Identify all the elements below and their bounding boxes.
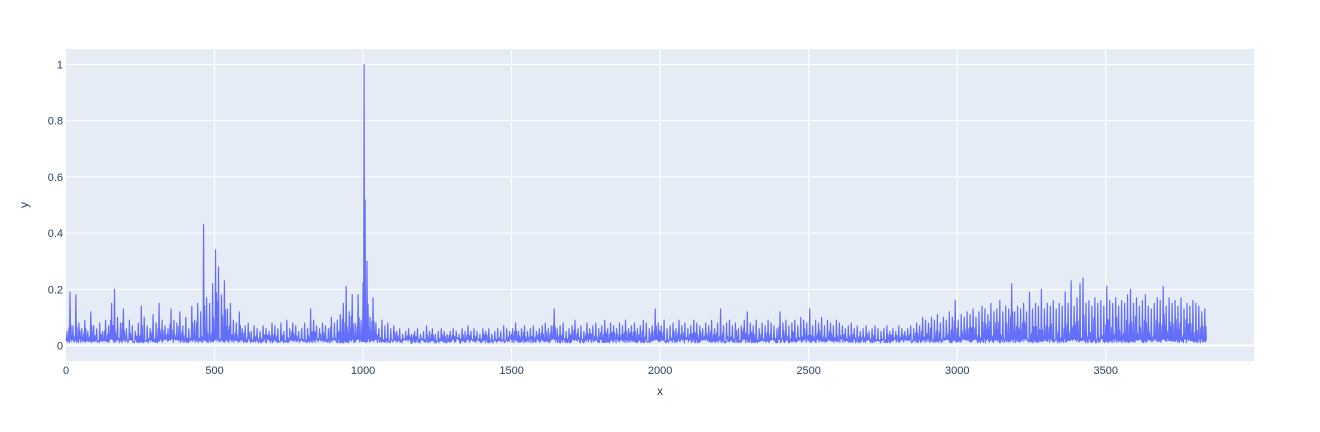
series-line [65,63,1207,344]
x-tick-label: 3500 [1094,365,1118,377]
x-axis-label: x [657,384,663,398]
x-tick-label: 3000 [945,365,969,377]
x-tick-labels: 0 500 1000 1500 2000 2500 3000 3500 [63,365,1118,377]
series-layer [65,63,1207,344]
x-tick-label: 2500 [796,365,820,377]
y-tick-label: 0.2 [48,284,63,296]
y-tick-labels: 0 0.2 0.4 0.6 0.8 1 [48,59,63,352]
y-axis-label: y [17,202,31,208]
x-tick-label: 2000 [648,365,672,377]
y-tick-label: 0.6 [48,172,63,184]
x-tick-label: 500 [205,365,223,377]
x-tick-label: 1500 [499,365,523,377]
y-tick-label: 0 [57,341,63,353]
y-tick-label: 0.8 [48,116,63,128]
y-tick-label: 0.4 [48,228,63,240]
y-gridlines [66,63,1254,347]
x-gridlines [214,49,1107,361]
x-tick-label: 0 [63,365,69,377]
x-tick-label: 1000 [351,365,375,377]
y-tick-label: 1 [57,59,63,71]
